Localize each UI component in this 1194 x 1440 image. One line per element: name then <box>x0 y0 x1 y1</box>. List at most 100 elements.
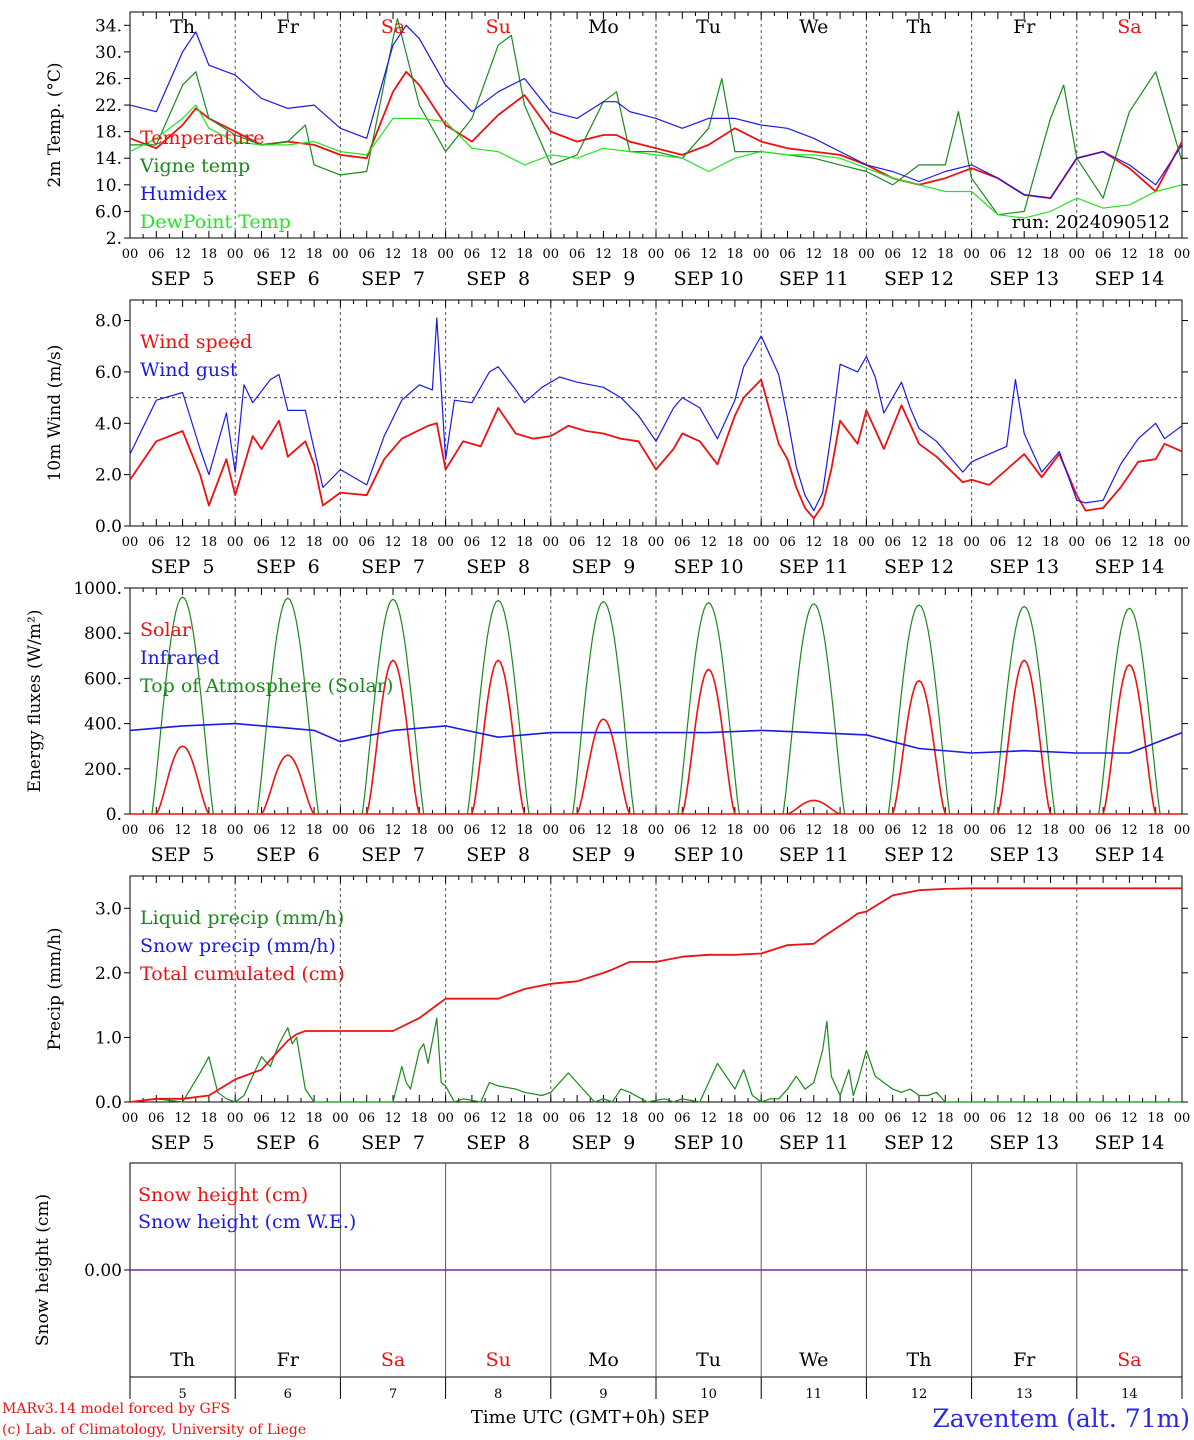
energy-x-axis: 00 06 12 18 SEP 5 00 06 12 18 SEP 6 00 06 12 18 SEP 7 0… <box>122 823 1191 866</box>
energy-series <box>129 596 1183 815</box>
solar-curve <box>891 679 947 815</box>
hour-tick-label: 18 <box>621 535 638 550</box>
hour-tick-label: 12 <box>700 247 717 262</box>
hour-tick-label: 00 <box>1069 247 1086 262</box>
infrared-line <box>129 722 1183 754</box>
day-name: We <box>799 16 828 38</box>
hour-tick-label: 00 <box>122 823 139 838</box>
hour-tick-label: 18 <box>832 247 849 262</box>
hour-tick-label: 18 <box>516 823 533 838</box>
hour-tick-label: 12 <box>280 1111 297 1126</box>
hour-tick-label: 12 <box>595 247 612 262</box>
date-label: SEP 9 <box>571 844 635 866</box>
hour-tick-label: 06 <box>569 535 586 550</box>
precip-y-axis: 0.0 1.0 2.0 3.0 <box>95 899 1188 1113</box>
hour-tick-label: 12 <box>806 247 823 262</box>
hour-tick-label: 00 <box>858 535 875 550</box>
day-number: 8 <box>494 1387 502 1402</box>
hour-tick-label: 06 <box>464 535 481 550</box>
hour-tick-label: 06 <box>884 535 901 550</box>
day-name: Th <box>170 16 195 38</box>
date-label: SEP 12 <box>884 844 954 866</box>
hour-tick-label: 00 <box>1174 247 1191 262</box>
solar-curve <box>260 754 315 815</box>
hour-tick-label: 00 <box>437 535 454 550</box>
hour-tick-label: 12 <box>490 535 507 550</box>
temperature-x-axis: 00 06 12 18 SEP 5 00 06 12 18 SEP 6 00 06 12 18 SEP 7 0… <box>122 247 1191 290</box>
hour-tick-label: 18 <box>1042 1111 1059 1126</box>
day-number: 12 <box>911 1387 928 1402</box>
hour-tick-label: 12 <box>385 1111 402 1126</box>
hour-tick-label: 06 <box>253 1111 270 1126</box>
hour-tick-label: 18 <box>201 823 218 838</box>
date-label: SEP 14 <box>1094 1132 1164 1154</box>
hour-tick-label: 18 <box>621 823 638 838</box>
hour-tick-label: 18 <box>516 247 533 262</box>
hour-tick-label: 18 <box>937 1111 954 1126</box>
hour-tick-label: 06 <box>1095 823 1112 838</box>
date-label: SEP 6 <box>256 556 320 578</box>
day-number: 13 <box>1016 1387 1033 1402</box>
legend-solar: Solar <box>140 619 192 641</box>
legend-snow-height: Snow height (cm) <box>138 1184 308 1206</box>
date-label: SEP 10 <box>674 556 744 578</box>
hour-tick-label: 18 <box>1147 823 1164 838</box>
date-label: SEP 10 <box>674 1132 744 1154</box>
date-label: SEP 8 <box>466 556 530 578</box>
date-label: SEP 7 <box>361 556 425 578</box>
hour-tick-label: 12 <box>1016 823 1033 838</box>
temperature-series <box>129 18 1183 219</box>
hour-tick-label: 00 <box>437 247 454 262</box>
precip-series <box>129 887 1182 1103</box>
y-tick-label: 2. <box>106 229 122 249</box>
toa-solar-curve <box>677 601 740 815</box>
wind-x-axis: 00 06 12 18 SEP 5 00 06 12 18 SEP 6 00 06 12 18 SEP 7 0… <box>122 535 1191 578</box>
hour-tick-label: 00 <box>753 823 770 838</box>
hour-tick-label: 18 <box>727 535 744 550</box>
day-name: Su <box>486 1349 511 1371</box>
hour-tick-label: 00 <box>963 535 980 550</box>
date-label: SEP 10 <box>674 844 744 866</box>
y-tick-label: 2.0 <box>95 964 122 984</box>
wind-series <box>129 317 1183 520</box>
hour-tick-label: 18 <box>306 247 323 262</box>
energy-y-label: Energy fluxes (W/m²) <box>25 610 45 793</box>
date-label: SEP 14 <box>1094 844 1164 866</box>
y-tick-label: 4.0 <box>95 414 122 434</box>
snow-y-axis: 0.00 <box>84 1261 1188 1281</box>
hour-tick-label: 06 <box>464 1111 481 1126</box>
date-label: SEP 6 <box>256 1132 320 1154</box>
hour-tick-label: 12 <box>490 1111 507 1126</box>
y-tick-label: 600. <box>84 669 122 689</box>
solar-curve <box>365 659 421 815</box>
precip-y-label: Precip (mm/h) <box>45 927 65 1050</box>
hour-tick-label: 06 <box>358 247 375 262</box>
day-name: Th <box>170 1349 195 1371</box>
y-tick-label: 400. <box>84 715 122 735</box>
station-name: Zaventem (alt. 71m) <box>932 1404 1190 1433</box>
hour-tick-label: 12 <box>911 1111 928 1126</box>
copyright-credit: (c) Lab. of Climatology, University of L… <box>2 1422 306 1438</box>
hour-tick-label: 06 <box>779 1111 796 1126</box>
hour-tick-label: 12 <box>700 1111 717 1126</box>
y-tick-label: 0.0 <box>95 1093 122 1113</box>
date-label: SEP 8 <box>466 844 530 866</box>
y-tick-label: 6.0 <box>95 363 122 383</box>
hour-tick-label: 12 <box>806 823 823 838</box>
hour-tick-label: 18 <box>516 535 533 550</box>
hour-tick-label: 00 <box>543 1111 560 1126</box>
hour-tick-label: 06 <box>674 823 691 838</box>
y-tick-label: 6.0 <box>95 202 122 222</box>
toa-solar-curve <box>1098 607 1161 815</box>
hour-tick-label: 06 <box>464 247 481 262</box>
date-label: SEP 13 <box>989 268 1059 290</box>
temperature-grid <box>129 12 1183 238</box>
hour-tick-label: 18 <box>937 823 954 838</box>
hour-tick-label: 06 <box>358 823 375 838</box>
hour-tick-label: 00 <box>753 247 770 262</box>
snow-y-label: Snow height (cm) <box>33 1194 53 1346</box>
y-tick-label: 0.0 <box>95 517 122 537</box>
hour-tick-label: 12 <box>490 823 507 838</box>
legend-total-cumulated: Total cumulated (cm) <box>140 963 345 985</box>
